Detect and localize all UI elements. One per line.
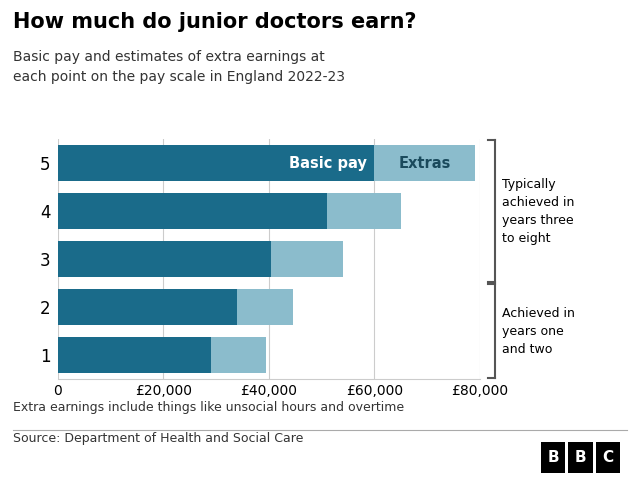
Bar	[327, 193, 401, 229]
Bar	[58, 145, 374, 181]
Bar	[271, 241, 343, 277]
Text: Basic pay: Basic pay	[289, 156, 367, 171]
Text: Source: Department of Health and Social Care: Source: Department of Health and Social …	[13, 432, 303, 445]
Text: Typically
achieved in
years three
to eight: Typically achieved in years three to eig…	[502, 178, 575, 245]
Text: B: B	[575, 450, 586, 465]
Bar	[58, 289, 237, 325]
Text: Extra earnings include things like unsocial hours and overtime: Extra earnings include things like unsoc…	[13, 401, 404, 414]
Text: B: B	[547, 450, 559, 465]
Text: Achieved in
years one
and two: Achieved in years one and two	[502, 307, 575, 356]
Text: Extras: Extras	[398, 156, 451, 171]
Bar	[211, 337, 266, 373]
Bar	[237, 289, 292, 325]
Bar	[58, 193, 327, 229]
Text: Basic pay and estimates of extra earnings at
each point on the pay scale in Engl: Basic pay and estimates of extra earning…	[13, 50, 345, 84]
Bar	[374, 145, 475, 181]
Bar	[58, 241, 271, 277]
Text: C: C	[602, 450, 614, 465]
Bar	[58, 337, 211, 373]
Text: How much do junior doctors earn?: How much do junior doctors earn?	[13, 12, 416, 32]
